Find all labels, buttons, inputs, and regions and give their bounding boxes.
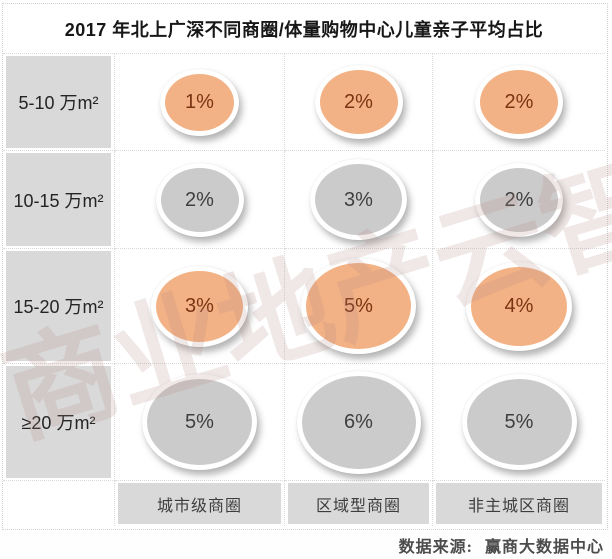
bubble-cell-r2c1: 2%	[115, 151, 285, 249]
data-source-value: 赢商大数据中心	[484, 539, 604, 556]
bubble-cell-r1c2: 2%	[285, 54, 433, 151]
row-label-cell-1: 5-10 万m²	[3, 54, 115, 151]
bubble-ge20-city: 5%	[142, 374, 257, 470]
row-label-cell-2: 10-15 万m²	[3, 151, 115, 249]
bubble-ge20-suburban: 5%	[461, 374, 577, 470]
bubble-cell-r4c1: 5%	[115, 364, 285, 481]
bubble-10-15-city: 2%	[155, 162, 244, 237]
column-header-cell-2: 区域型商圈	[285, 481, 433, 526]
column-header-regional: 区域型商圈	[288, 483, 429, 524]
bubble-15-20-city: 3%	[151, 265, 248, 347]
bubble-5-10-regional: 2%	[314, 65, 403, 139]
column-header-suburban: 非主城区商圈	[436, 483, 602, 524]
bubble-cell-r2c2: 3%	[285, 151, 433, 249]
bubble-cell-r2c3: 2%	[433, 151, 605, 249]
bubble-cell-r1c1: 1%	[115, 54, 285, 151]
bubble-cell-r4c2: 6%	[285, 364, 433, 481]
column-header-cell-3: 非主城区商圈	[433, 481, 605, 526]
bubble-5-10-city: 1%	[160, 68, 239, 136]
bubble-10-15-suburban: 2%	[475, 162, 563, 237]
bubble-cell-r3c2: 5%	[285, 249, 433, 364]
data-source-label: 数据来源:	[398, 539, 473, 556]
row-label-15-20: 15-20 万m²	[6, 251, 111, 361]
bubble-cell-r4c3: 5%	[433, 364, 605, 481]
bubble-cell-r3c1: 3%	[115, 249, 285, 364]
data-source-note: 数据来源: 赢商大数据中心	[399, 533, 604, 557]
chart-table: 2017 年北上广深不同商圈/体量购物中心儿童亲子平均占比 5-10 万m² 1…	[2, 3, 608, 530]
bubble-15-20-suburban: 4%	[466, 261, 572, 351]
bubble-cell-r1c3: 2%	[433, 54, 605, 151]
row-label-cell-3: 15-20 万m²	[3, 249, 115, 364]
bubble-cell-r3c3: 4%	[433, 249, 605, 364]
bubble-15-20-regional: 5%	[301, 258, 416, 354]
bubble-10-15-regional: 3%	[310, 159, 407, 240]
row-label-10-15: 10-15 万m²	[6, 153, 111, 246]
row-label-ge20: ≥20 万m²	[6, 366, 111, 478]
corner-empty-cell	[3, 481, 115, 526]
row-label-cell-4: ≥20 万m²	[3, 364, 115, 481]
chart-title: 2017 年北上广深不同商圈/体量购物中心儿童亲子平均占比	[3, 4, 605, 54]
column-header-city: 城市级商圈	[118, 483, 281, 524]
row-label-5-10: 5-10 万m²	[6, 56, 111, 148]
bubble-ge20-regional: 6%	[296, 370, 421, 474]
column-header-cell-1: 城市级商圈	[115, 481, 285, 526]
bubble-5-10-suburban: 2%	[475, 65, 563, 139]
